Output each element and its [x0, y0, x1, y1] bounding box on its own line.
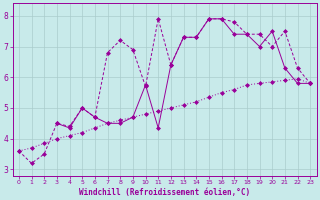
X-axis label: Windchill (Refroidissement éolien,°C): Windchill (Refroidissement éolien,°C) — [79, 188, 250, 197]
